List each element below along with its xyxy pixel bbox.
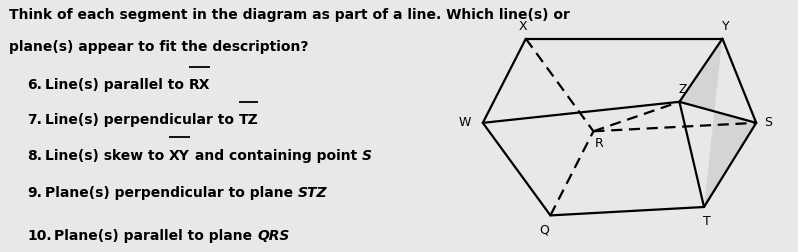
Text: X: X xyxy=(519,20,527,33)
Text: Line(s) parallel to: Line(s) parallel to xyxy=(45,78,188,92)
Text: 9.: 9. xyxy=(27,186,42,201)
Polygon shape xyxy=(679,39,757,207)
Text: R: R xyxy=(595,137,604,150)
Text: RX: RX xyxy=(188,78,210,92)
Text: Plane(s) perpendicular to plane: Plane(s) perpendicular to plane xyxy=(45,186,298,201)
Text: S: S xyxy=(764,116,772,129)
Text: 8.: 8. xyxy=(27,149,42,163)
Text: 6.: 6. xyxy=(27,78,42,92)
Text: Plane(s) parallel to plane: Plane(s) parallel to plane xyxy=(54,229,258,243)
Text: Y: Y xyxy=(721,20,729,33)
Text: 10.: 10. xyxy=(27,229,52,243)
Text: QRS: QRS xyxy=(258,229,290,243)
Text: S: S xyxy=(362,149,372,163)
Text: plane(s) appear to fit the description?: plane(s) appear to fit the description? xyxy=(9,40,309,54)
Text: STZ: STZ xyxy=(298,186,327,201)
Text: 7.: 7. xyxy=(27,113,42,128)
Text: T: T xyxy=(703,215,711,228)
Text: XY: XY xyxy=(169,149,190,163)
Text: Z: Z xyxy=(678,83,687,96)
Text: Think of each segment in the diagram as part of a line. Which line(s) or: Think of each segment in the diagram as … xyxy=(9,8,570,22)
Text: W: W xyxy=(458,116,471,129)
Text: Line(s) skew to: Line(s) skew to xyxy=(45,149,169,163)
Text: TZ: TZ xyxy=(239,113,259,128)
Text: Q: Q xyxy=(539,224,549,237)
Text: Line(s) perpendicular to: Line(s) perpendicular to xyxy=(45,113,239,128)
Text: and containing point: and containing point xyxy=(190,149,362,163)
